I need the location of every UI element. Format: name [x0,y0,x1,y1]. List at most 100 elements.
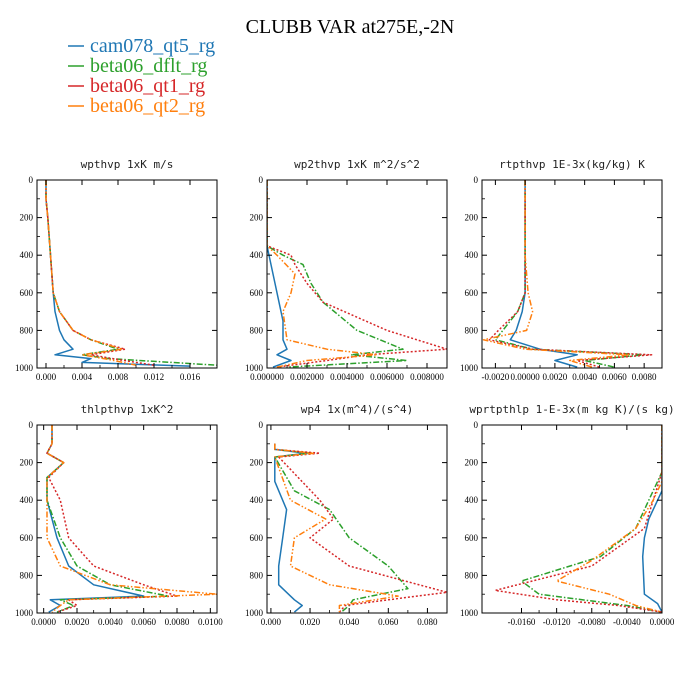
series-line-beta06_qt2_rg [555,425,662,613]
y-tick-label: 600 [20,288,34,298]
series-line-cam078_qt5_rg [46,425,145,613]
x-tick-label: 0.000000 [250,372,284,382]
legend: cam078_qt5_rgbeta06_dflt_rgbeta06_qt1_rg… [68,35,215,117]
series-line-beta06_qt2_rg [46,425,217,613]
y-tick-label: 400 [20,495,34,505]
series-line-beta06_qt1_rg [267,180,447,368]
series-line-beta06_qt1_rg [274,443,447,613]
y-tick-label: 200 [465,458,479,468]
x-tick-label: -0.0080 [578,617,606,627]
x-tick-label: 0.0000 [650,617,675,627]
y-tick-label: 1000 [15,363,34,373]
series-line-beta06_qt1_rg [494,425,662,613]
x-tick-label: 0.008000 [410,372,444,382]
x-tick-label: 0.0000 [31,617,56,627]
y-tick-label: 0 [474,420,479,430]
y-tick-label: 800 [250,570,264,580]
panel-6: wprtpthlp 1-E-3x(m kg K)/(s kg) 0 200 400 60… [460,403,675,627]
y-tick-label: 400 [465,495,479,505]
panel-frame [481,424,663,614]
x-tick-label: 0.000 [261,617,282,627]
figure-title: CLUBB VAR at275E,-2N [246,16,455,38]
y-tick-label: 0 [29,420,34,430]
series-line-beta06_qt2_rg [482,180,631,368]
x-tick-label: 0.016 [180,372,201,382]
x-tick-label: 0.004000 [330,372,364,382]
series-line-beta06_dflt_rg [267,180,408,368]
y-tick-label: 800 [250,325,264,335]
y-tick-label: 800 [465,325,479,335]
y-tick-label: 200 [250,458,264,468]
panel-title: thlpthvp 1xK^2 [81,403,174,416]
series-line-beta06_qt1_rg [488,180,653,368]
series-line-cam078_qt5_rg [509,180,578,368]
x-tick-label: 0.040 [339,617,360,627]
series-line-beta06_dflt_rg [46,425,170,613]
panel-frame [481,179,663,369]
series-line-cam078_qt5_rg [45,180,191,367]
y-tick-label: 400 [465,250,479,260]
y-tick-label: 200 [20,213,34,223]
y-tick-label: 0 [29,175,34,185]
legend-label-beta06_dflt_rg: beta06_dflt_rg [90,55,207,77]
panel-2: wp2thvp 1xK m^2/s^2020040060080010000.00… [245,158,448,382]
series-line-beta06_dflt_rg [45,180,217,366]
x-tick-label: 0.0040 [98,617,123,627]
series-group [482,180,653,368]
x-tick-label: 0.012 [144,372,164,382]
panel-3: rtpthvp 1E-3x(kg/kg) K 0 200 400 600 800 1000-… [460,158,663,382]
panel-frame [36,424,218,614]
series-group [494,425,662,613]
x-tick-label: 0.0100 [198,617,223,627]
x-tick-label: 0.0080 [165,617,190,627]
x-tick-label: -0.0020 [482,372,510,382]
panel-title: wprtpthlp 1-E-3x(m kg K)/(s kg) [469,403,674,416]
y-tick-label: 1000 [245,608,264,618]
y-tick-label: 800 [20,325,34,335]
series-line-beta06_dflt_rg [494,180,645,368]
y-tick-label: 200 [20,458,34,468]
x-tick-label: 0.00000 [511,372,541,382]
y-tick-label: 1000 [460,608,479,618]
series-group [46,425,217,613]
y-tick-label: 600 [20,533,34,543]
x-tick-label: -0.0120 [543,617,571,627]
y-tick-label: 0 [259,420,264,430]
legend-label-beta06_qt2_rg: beta06_qt2_rg [90,95,205,117]
y-tick-label: 600 [465,533,479,543]
y-tick-label: 1000 [245,363,264,373]
series-line-beta06_dflt_rg [520,425,662,613]
x-tick-label: 0.020 [300,617,321,627]
y-tick-label: 400 [250,250,264,260]
panel-title: wpthvp 1xK m/s [81,158,174,171]
y-tick-label: 200 [465,213,479,223]
y-tick-label: 400 [20,250,34,260]
x-tick-label: 0.000 [36,372,57,382]
x-tick-label: 0.0060 [131,617,156,627]
y-tick-label: 600 [465,288,479,298]
y-tick-label: 0 [474,175,479,185]
x-tick-label: 0.0060 [602,372,627,382]
series-line-beta06_qt2_rg [45,180,137,366]
x-tick-label: 0.008 [108,372,129,382]
x-tick-label: 0.0020 [543,372,568,382]
y-tick-label: 1000 [460,363,479,373]
series-group [267,180,447,368]
x-tick-label: 0.002000 [290,372,324,382]
y-tick-label: 800 [465,570,479,580]
x-tick-label: 0.080 [417,617,438,627]
x-tick-label: 0.0080 [632,372,657,382]
panel-frame [266,179,448,369]
y-tick-label: 0 [259,175,264,185]
x-tick-label: 0.004 [72,372,93,382]
y-tick-label: 600 [250,288,264,298]
x-tick-label: 0.006000 [370,372,404,382]
series-group [274,443,447,613]
panel-title: rtpthvp 1E-3x(kg/kg) K [499,158,645,171]
x-tick-label: 0.0020 [65,617,90,627]
series-line-beta06_qt2_rg [274,443,399,613]
